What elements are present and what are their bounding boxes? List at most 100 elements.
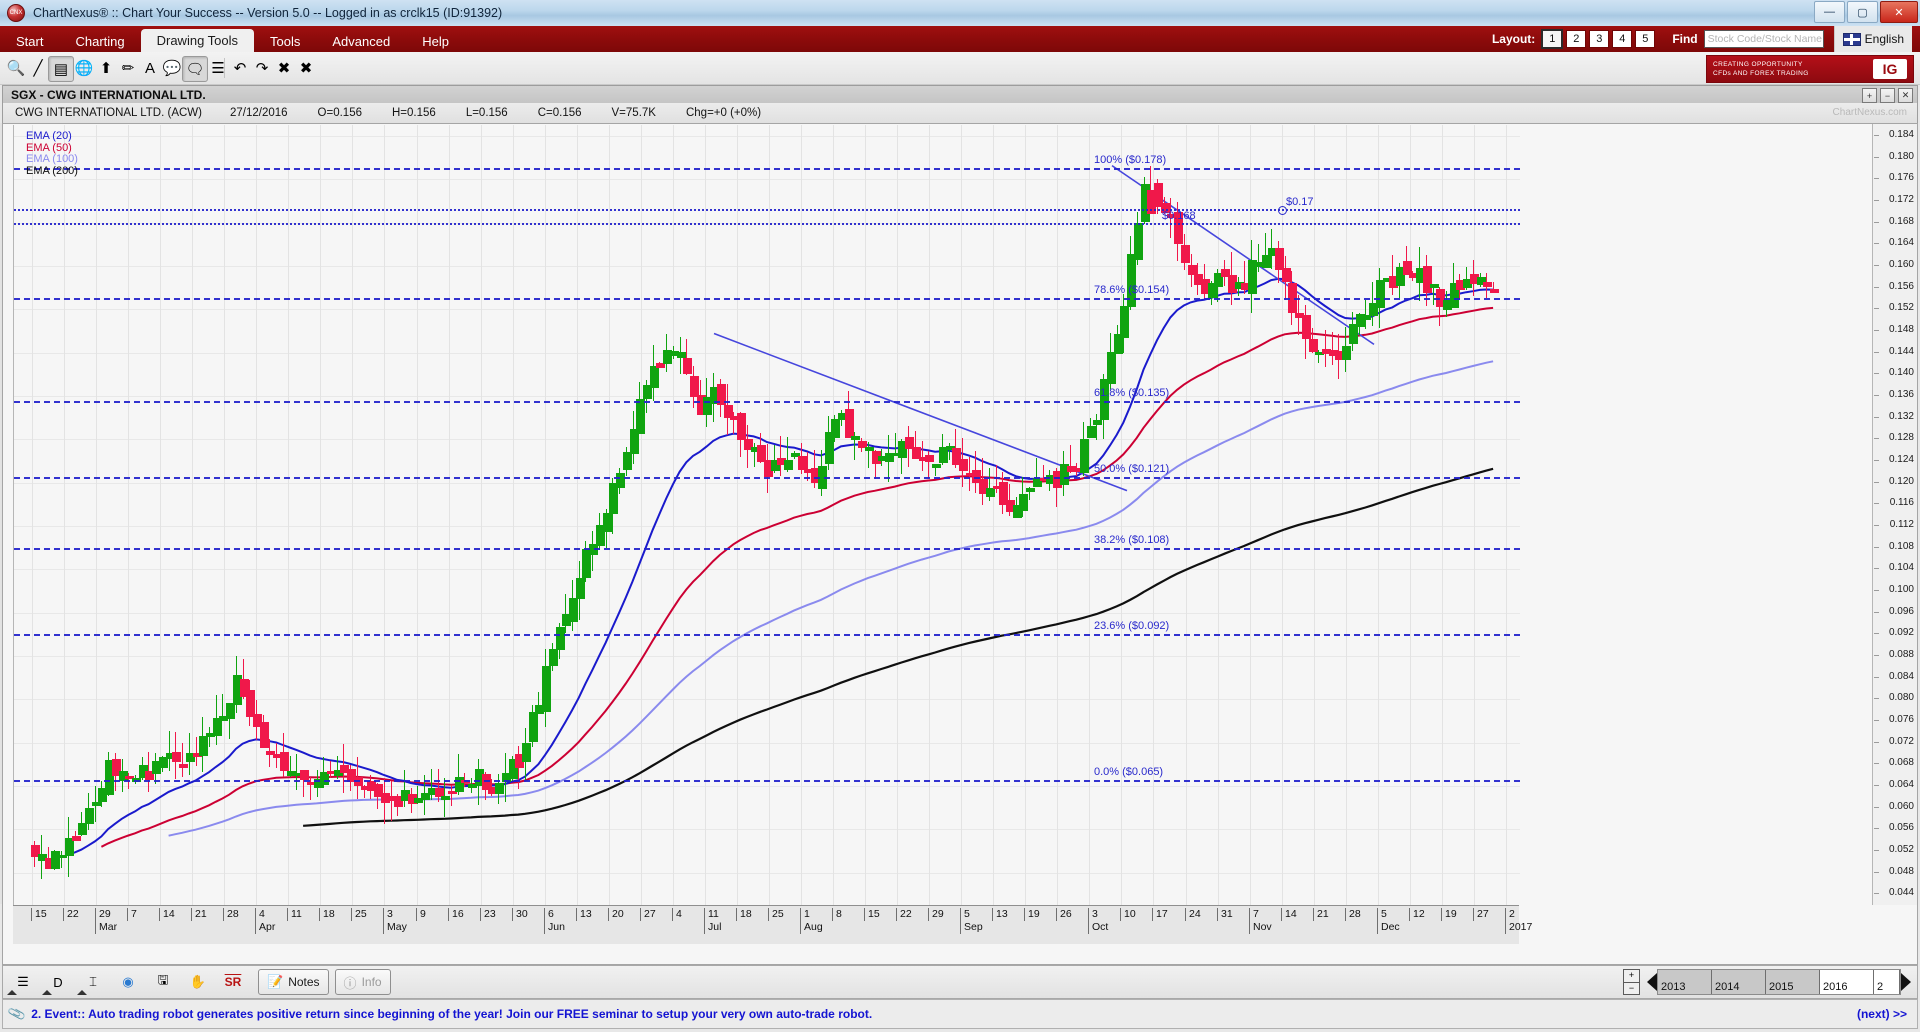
price-plot[interactable]: 100% ($0.178) 78.6% ($0.154) 61.8% ($0.135… — [13, 125, 1520, 905]
zoom-in-button[interactable]: + — [1624, 970, 1639, 983]
price-axis-tickmark — [1874, 178, 1879, 180]
date-axis[interactable]: 15 22 29 7 14 21 28 4 11 18 25 3 9 16 23 30 6 13 20 27 4 11 18… — [13, 905, 1532, 944]
price-axis-tickmark — [1874, 589, 1879, 591]
trendline-descending-left[interactable] — [713, 332, 1128, 492]
price-axis-tickmark — [1874, 438, 1879, 440]
menu-item-advanced[interactable]: Advanced — [332, 34, 391, 49]
comments-icon[interactable]: 🗨 — [182, 56, 208, 82]
delete-icon[interactable]: ✖ — [277, 60, 291, 77]
undo-icon[interactable]: ↶ — [233, 60, 247, 77]
price-level-handle[interactable] — [1278, 205, 1287, 215]
date-axis-day-tick: 19 — [1441, 908, 1457, 921]
menu-item-start[interactable]: Start — [16, 34, 44, 49]
legend-ema-200: EMA (200) — [26, 164, 78, 177]
fibonacci-level-line[interactable] — [14, 547, 1520, 550]
menu-item-drawing-tools[interactable]: Drawing Tools — [140, 29, 255, 52]
ig-advert-banner[interactable]: CREATING OPPORTUNITY CFDs AND FOREX TRAD… — [1706, 55, 1914, 83]
zoom-stepper[interactable]: + − — [1623, 969, 1640, 995]
layout-button-1[interactable]: 1 — [1541, 29, 1564, 49]
year-track[interactable]: 2013 2014 2015 2016 2 — [1657, 969, 1901, 995]
year-range-navigator[interactable]: + − 2013 2014 2015 2016 2 — [1623, 969, 1911, 995]
notes-button[interactable]: 📝 Notes — [258, 969, 329, 995]
date-axis-month-tick: Nov — [1249, 921, 1272, 934]
fibonacci-level-line[interactable] — [14, 634, 1520, 637]
chart-bottom-toolbar: ☰ D ⌶ ◉ 🖫 ✋ SR 📝 Notes ⓘ Info + − 2013 2… — [2, 965, 1918, 999]
price-axis-tickmark — [1874, 546, 1879, 548]
trendline-icon[interactable]: ╱ — [33, 60, 43, 77]
support-resistance-icon[interactable]: SR — [224, 975, 242, 989]
date-axis-day-tick: 27 — [1473, 908, 1489, 921]
menu-item-help[interactable]: Help — [422, 34, 449, 49]
language-selector[interactable]: English — [1833, 26, 1912, 52]
price-level-line[interactable] — [14, 208, 1520, 211]
redo-icon[interactable]: ↷ — [255, 60, 269, 77]
color-wheel-icon[interactable]: ◉ — [122, 974, 134, 989]
symbol-close-button[interactable]: ✕ — [1898, 88, 1913, 103]
year-cell-2017[interactable]: 2 — [1874, 970, 1900, 994]
symbol-collapse-button[interactable]: − — [1880, 88, 1895, 103]
up-arrow-icon[interactable]: ⬆ — [99, 60, 113, 77]
save-image-icon[interactable]: 🖫 — [157, 972, 169, 987]
price-axis-tick: 0.116 — [1889, 497, 1914, 509]
menu-item-charting[interactable]: Charting — [75, 34, 125, 49]
year-cell-2014[interactable]: 2014 — [1712, 970, 1766, 994]
layout-button-3[interactable]: 3 — [1589, 30, 1610, 48]
pan-hand-icon[interactable]: ✋ — [189, 974, 207, 989]
year-next-arrow-icon[interactable] — [1901, 973, 1911, 991]
date-axis-day-tick: 16 — [448, 908, 464, 921]
indicator-icon[interactable]: ☰ — [7, 970, 38, 995]
symbol-expand-button[interactable]: + — [1862, 88, 1877, 103]
price-axis[interactable]: 0.184 0.180 0.176 0.172 0.168 0.164 0.160 0.156… — [1872, 124, 1917, 905]
close-button[interactable]: ✕ — [1880, 1, 1918, 23]
window-title: ChartNexus® :: Chart Your Success -- Ver… — [33, 6, 503, 20]
maximize-button[interactable]: ▢ — [1847, 1, 1878, 23]
zoom-out-button[interactable]: − — [1628, 982, 1635, 993]
language-label: English — [1864, 32, 1904, 46]
add-comment-icon[interactable]: 💬 — [162, 60, 182, 77]
pencil-icon[interactable]: ✏ — [121, 60, 135, 77]
status-message[interactable]: 2. Event:: Auto trading robot generates … — [31, 1007, 873, 1021]
price-axis-tickmark — [1874, 243, 1879, 245]
year-cell-2015[interactable]: 2015 — [1766, 970, 1820, 994]
date-axis-day-tick: 28 — [223, 908, 239, 921]
price-axis-tick: 0.064 — [1888, 778, 1914, 790]
minimize-button[interactable]: — — [1814, 1, 1845, 23]
date-axis-day-tick: 7 — [127, 908, 137, 921]
fibonacci-level-line[interactable] — [14, 477, 1520, 480]
symbol-bar: SGX - CWG INTERNATIONAL LTD. + − ✕ — [2, 85, 1918, 104]
period-d-icon[interactable]: D — [42, 970, 73, 995]
gridline-horizontal — [14, 439, 1520, 441]
status-next-link[interactable]: (next) >> — [1856, 1007, 1907, 1021]
fibonacci-level-line[interactable] — [14, 298, 1520, 301]
layout-button-4[interactable]: 4 — [1612, 30, 1633, 48]
price-axis-tick: 0.164 — [1888, 237, 1914, 249]
gridline-horizontal — [14, 525, 1520, 527]
lines-icon[interactable]: ☰ — [211, 60, 225, 77]
year-prev-arrow-icon[interactable] — [1647, 973, 1657, 991]
info-button[interactable]: ⓘ Info — [334, 969, 391, 995]
text-label-icon[interactable]: A — [144, 59, 155, 77]
fibonacci-level-line[interactable] — [14, 168, 1520, 171]
globe-icon[interactable]: 🌐 — [74, 60, 94, 77]
fibonacci-level-line[interactable] — [14, 780, 1520, 783]
add-compare-icon[interactable]: ⌶ — [77, 970, 108, 995]
fibonacci-icon[interactable]: ▤ — [48, 56, 74, 82]
year-cell-2016[interactable]: 2016 — [1820, 970, 1874, 994]
notes-icon: 📝 — [267, 974, 284, 989]
layout-button-5[interactable]: 5 — [1635, 30, 1656, 48]
delete-all-icon[interactable]: ✖ — [299, 60, 313, 77]
fibonacci-level-line[interactable] — [14, 401, 1520, 404]
price-axis-tick: 0.076 — [1888, 713, 1914, 725]
price-axis-tickmark — [1874, 156, 1879, 158]
chart-area[interactable]: 100% ($0.178) 78.6% ($0.154) 61.8% ($0.135… — [2, 123, 1918, 965]
candlestick-series — [14, 125, 1520, 905]
zoom-select-icon[interactable]: 🔍 — [6, 60, 26, 77]
menu-item-tools[interactable]: Tools — [270, 34, 301, 49]
date-axis-month-tick: Dec — [1377, 921, 1400, 934]
search-input[interactable]: Stock Code/Stock Name — [1703, 30, 1824, 48]
layout-button-2[interactable]: 2 — [1566, 30, 1587, 48]
date-axis-day-tick: 19 — [1024, 908, 1040, 921]
gridline-vertical — [224, 125, 225, 905]
price-level-line[interactable] — [14, 222, 1520, 225]
year-cell-2013[interactable]: 2013 — [1658, 970, 1712, 994]
